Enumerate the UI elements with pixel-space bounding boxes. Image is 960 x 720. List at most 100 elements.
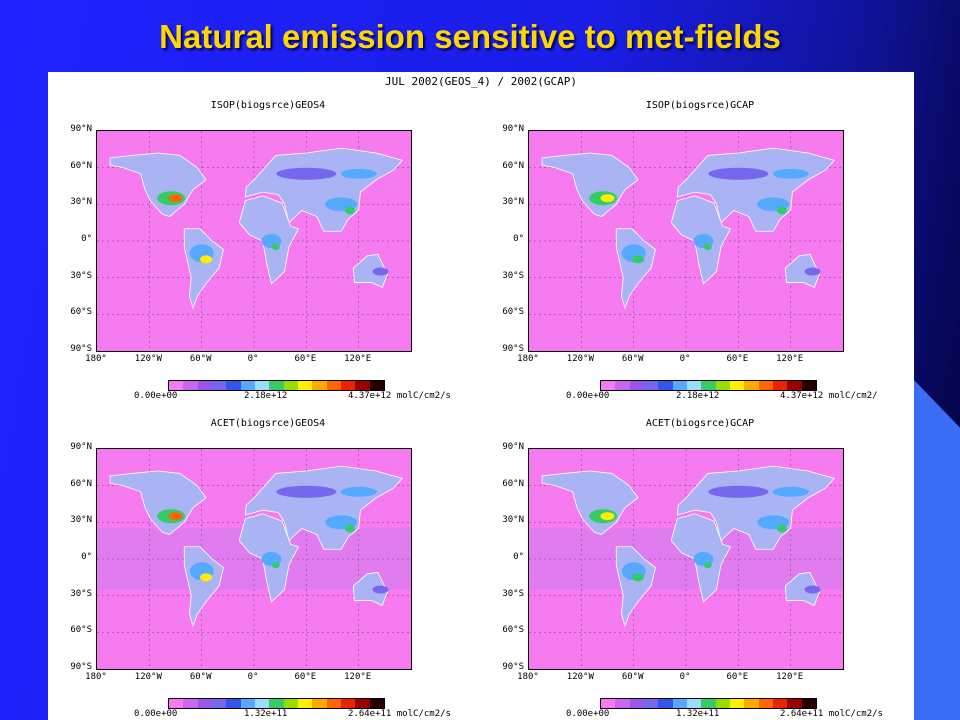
panel-title: ACET(biogsrce)GEOS4 <box>210 418 326 429</box>
colorbar-swatch <box>340 381 356 390</box>
colorbar-swatch <box>211 699 227 708</box>
continent-south-america <box>183 228 224 310</box>
lat-tick-label: 30°S <box>70 588 92 599</box>
colorbar-swatch <box>629 699 644 708</box>
continent-south-america <box>615 228 656 310</box>
colorbar-swatch <box>197 699 212 708</box>
lat-tick-label: 90°N <box>70 442 92 452</box>
lon-tick-label: 60°W <box>189 354 212 364</box>
map-panel: ISOP(biogsrce)GCAP 90°N 60°N 30°N 0° 30°S 60°S… <box>480 84 910 404</box>
colorbar-max-label: 2.64e+11 molC/cm2/s <box>348 709 451 719</box>
map-area <box>528 448 844 670</box>
colorbar-swatch <box>183 381 198 390</box>
emission-hotspot <box>772 168 809 179</box>
colorbar-swatch <box>772 381 788 390</box>
colorbar-swatch <box>169 699 184 708</box>
lat-tick-label: 30°N <box>70 197 92 208</box>
colorbar-swatch <box>240 381 255 390</box>
continent-north-america <box>541 152 639 218</box>
colorbar-swatch <box>226 381 241 390</box>
lon-tick-label: 180° <box>517 354 539 364</box>
lon-tick-label: 120°W <box>134 672 162 682</box>
map-area <box>96 130 412 352</box>
colorbar-swatch <box>701 381 716 390</box>
lon-tick-label: 180° <box>85 672 107 682</box>
lon-tick-label: 120°E <box>776 354 804 364</box>
colorbar-swatch <box>643 381 659 390</box>
lon-tick-label: 60°W <box>621 672 644 682</box>
colorbar-swatch <box>355 381 370 390</box>
lat-tick-label: 90°N <box>70 124 92 134</box>
colorbar-swatch <box>283 699 298 708</box>
colorbar-min-label: 0.00e+00 <box>566 709 610 719</box>
lat-tick-label: 30°S <box>70 270 92 281</box>
lon-tick-label: 0° <box>679 354 691 364</box>
lat-tick-label: 0° <box>81 552 92 562</box>
colorbar-swatch <box>758 381 773 390</box>
colorbar-swatch <box>615 699 630 708</box>
decorative-strip <box>914 380 960 720</box>
emission-hotspot <box>804 585 821 594</box>
emission-hotspot <box>372 267 389 276</box>
colorbar-swatch <box>658 381 673 390</box>
colorbar-swatch <box>355 699 370 708</box>
lat-tick-label: 60°S <box>502 625 524 636</box>
colorbar-swatch <box>254 699 270 708</box>
lat-tick-label: 90°N <box>502 442 524 452</box>
colorbar-swatch <box>686 381 702 390</box>
emission-hotspot <box>703 562 712 569</box>
panel-title: ACET(biogsrce)GCAP <box>645 418 755 429</box>
lat-tick-label: 90°S <box>502 344 524 354</box>
colorbar-swatch <box>629 381 644 390</box>
colorbar-mid-label: 1.32e+11 <box>244 709 288 719</box>
colorbar-swatch <box>672 699 687 708</box>
lat-tick-label: 60°N <box>70 160 92 171</box>
emission-hotspot <box>600 512 615 521</box>
colorbar-swatch <box>240 699 255 708</box>
colorbar-swatch <box>226 699 241 708</box>
lat-tick-label: 0° <box>513 552 524 562</box>
map-panel: ISOP(biogsrce)GEOS4 90°N 60°N 30°N 0° 30°S 60°… <box>48 84 478 404</box>
lat-tick-label: 30°N <box>502 515 524 526</box>
emission-hotspot <box>276 485 337 498</box>
slide-title: Natural emission sensitive to met-fields <box>159 18 781 55</box>
lat-tick-label: 60°S <box>70 307 92 318</box>
colorbar-swatch <box>729 381 745 390</box>
emission-hotspot <box>168 512 183 521</box>
colorbar-swatch <box>772 699 788 708</box>
lon-tick-label: 0° <box>247 354 259 364</box>
emission-hotspot <box>708 167 769 180</box>
continent-australia <box>785 572 820 606</box>
colorbar-swatch <box>744 381 759 390</box>
emission-hotspot <box>340 168 377 179</box>
colorbar-swatch <box>369 699 384 708</box>
emission-hotspot <box>168 194 183 203</box>
colorbar-swatch <box>715 699 730 708</box>
colorbar-swatch <box>801 381 816 390</box>
continent-eurasia <box>676 147 836 232</box>
continent-eurasia <box>676 465 836 550</box>
colorbar-swatch <box>615 381 630 390</box>
colorbar-min-label: 0.00e+00 <box>134 391 178 401</box>
colorbar-swatch <box>269 699 284 708</box>
map-panel: ACET(biogsrce)GCAP 90°N 60°N 30°N 0° 30°S 60°S… <box>480 402 910 720</box>
lat-tick-label: 60°S <box>502 307 524 318</box>
colorbar-swatch <box>787 381 802 390</box>
colorbar <box>600 698 817 709</box>
colorbar <box>168 380 385 391</box>
continent-north-america <box>109 152 207 218</box>
lon-tick-label: 120°W <box>566 672 594 682</box>
emission-hotspot <box>271 562 280 569</box>
emission-hotspot <box>372 585 389 594</box>
emission-hotspot <box>344 206 355 215</box>
lon-tick-label: 60°E <box>726 672 749 682</box>
colorbar-min-label: 0.00e+00 <box>134 709 178 719</box>
colorbar-swatch <box>326 699 341 708</box>
emission-hotspot <box>200 573 213 582</box>
colorbar-swatch <box>787 699 802 708</box>
emission-hotspot <box>703 244 712 251</box>
colorbar-swatch <box>169 381 184 390</box>
colorbar-swatch <box>297 699 313 708</box>
colorbar-swatch <box>801 699 816 708</box>
emission-map <box>97 449 411 669</box>
